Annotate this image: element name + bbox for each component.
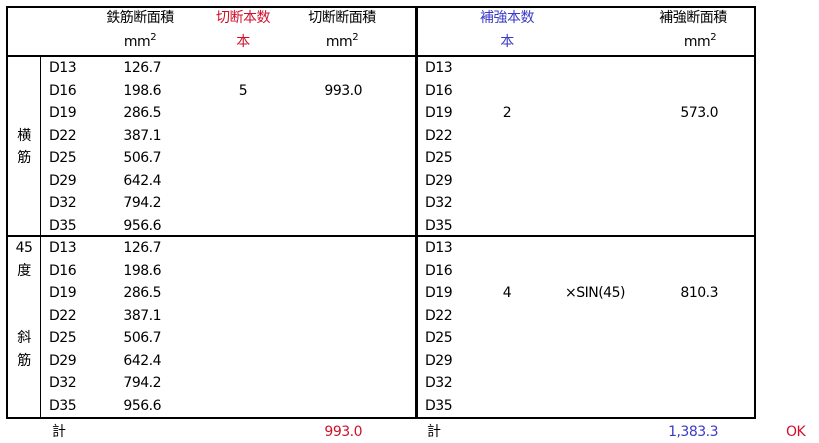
cut-count: 5	[238, 82, 248, 99]
header-cut-area: 切断断面積	[308, 10, 376, 26]
bar-area: 956.6	[123, 217, 161, 234]
bar-size: D35	[49, 217, 77, 234]
section-label: 筋	[17, 352, 31, 369]
bar-size: D32	[49, 195, 77, 211]
section-label: 度	[17, 262, 31, 279]
reinf-bar-size: D19	[425, 285, 453, 301]
header-cut-count: 切断本数	[216, 10, 271, 26]
header-reinf-area-unit: mm2	[655, 31, 745, 53]
header-reinf-area: 補強断面積	[659, 10, 727, 26]
table-left	[6, 6, 418, 419]
unit-sq: 2	[150, 32, 157, 43]
reinf-bar-size: D29	[425, 352, 453, 369]
bar-size: D29	[49, 172, 77, 189]
label-column-divider	[40, 56, 41, 418]
bar-area: 794.2	[123, 195, 161, 211]
unit-sq: 2	[352, 32, 359, 43]
reinf-count: 2	[502, 105, 512, 121]
unit-mm: mm	[325, 34, 353, 50]
bar-size: D29	[49, 352, 77, 369]
reinf-bar-size: D19	[425, 105, 453, 121]
bar-area: 198.6	[123, 262, 161, 279]
unit-mm: mm	[683, 34, 711, 50]
unit-sq: 2	[710, 32, 717, 43]
total-label-left: 計	[52, 424, 66, 440]
reinf-bar-size: D13	[425, 240, 453, 256]
bar-area: 126.7	[123, 240, 161, 256]
bar-area: 126.7	[123, 60, 161, 76]
bar-area: 506.7	[123, 330, 161, 346]
bar-size: D22	[49, 307, 77, 324]
bar-area: 642.4	[123, 352, 161, 369]
unit-mm: mm	[123, 34, 151, 50]
header-bar-area: 鉄筋断面積	[106, 10, 174, 26]
bar-area: 642.4	[123, 172, 161, 189]
header-reinf-count-unit: 本	[500, 34, 514, 50]
header-divider	[6, 55, 756, 57]
reinf-bar-size: D22	[425, 307, 453, 324]
reinf-bar-size: D16	[425, 262, 453, 279]
section-label: 斜	[17, 330, 31, 346]
total-label-right: 計	[427, 424, 441, 440]
table-right	[415, 6, 756, 419]
bar-size: D22	[49, 127, 77, 144]
header-cut-count-unit: 本	[236, 34, 250, 50]
bar-area: 198.6	[123, 82, 161, 99]
section-label: 45	[15, 240, 33, 256]
cut-area: 993.0	[324, 82, 362, 99]
bar-size: D16	[49, 262, 77, 279]
header-bar-area-unit: mm2	[95, 31, 185, 53]
bar-size: D32	[49, 375, 77, 391]
bar-size: D13	[49, 60, 77, 76]
reinf-bar-size: D25	[425, 330, 453, 346]
bar-size: D35	[49, 397, 77, 414]
bar-size: D25	[49, 150, 77, 166]
reinf-count: 4	[502, 285, 512, 301]
reinf-factor: ×SIN(45)	[565, 285, 625, 301]
reinf-bar-size: D16	[425, 82, 453, 99]
bar-area: 387.1	[123, 127, 161, 144]
reinf-bar-size: D22	[425, 127, 453, 144]
section-divider	[6, 235, 756, 237]
bar-area: 286.5	[123, 105, 161, 121]
status-ok: OK	[786, 424, 806, 440]
reinf-total: 1,383.3	[668, 424, 718, 440]
reinf-bar-size: D29	[425, 172, 453, 189]
reinf-area: 810.3	[680, 285, 718, 301]
bar-size: D19	[49, 105, 77, 121]
reinf-bar-size: D35	[425, 217, 453, 234]
bar-size: D25	[49, 330, 77, 346]
section-label: 横	[17, 127, 31, 144]
section-label: 筋	[17, 150, 31, 166]
bar-area: 956.6	[123, 397, 161, 414]
reinf-area: 573.0	[680, 105, 718, 121]
header-reinf-count: 補強本数	[480, 10, 535, 26]
reinf-bar-size: D32	[425, 195, 453, 211]
reinf-bar-size: D35	[425, 397, 453, 414]
bar-size: D16	[49, 82, 77, 99]
bar-area: 794.2	[123, 375, 161, 391]
reinf-bar-size: D32	[425, 375, 453, 391]
bar-area: 506.7	[123, 150, 161, 166]
reinf-bar-size: D25	[425, 150, 453, 166]
bar-area: 387.1	[123, 307, 161, 324]
bar-size: D13	[49, 240, 77, 256]
bar-size: D19	[49, 285, 77, 301]
bar-area: 286.5	[123, 285, 161, 301]
reinf-bar-size: D13	[425, 60, 453, 76]
header-cut-area-unit: mm2	[297, 31, 387, 53]
cut-total: 993.0	[324, 424, 362, 440]
